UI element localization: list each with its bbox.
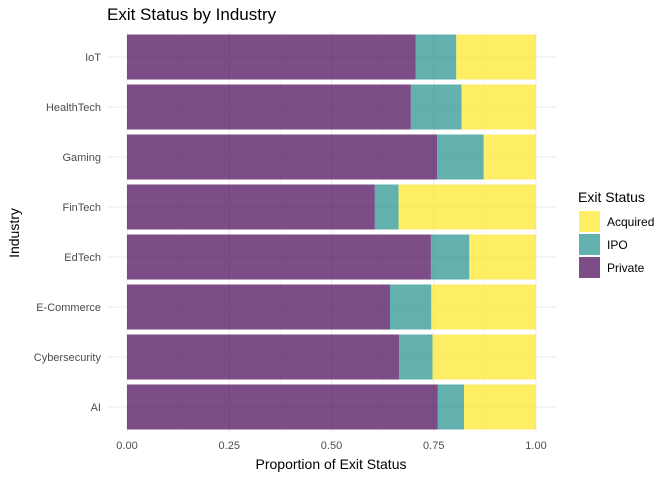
x-tick-label: 0.00 (116, 440, 137, 452)
bar-edtech-private (127, 234, 431, 280)
bar-e-commerce-acquired (431, 284, 536, 330)
bar-ai-private (127, 384, 438, 430)
bar-gaming-ipo (437, 134, 484, 180)
chart-title: Exit Status by Industry (107, 5, 277, 24)
y-tick-label: IoT (85, 52, 101, 64)
x-tick-label: 0.50 (321, 440, 342, 452)
bar-iot-acquired (456, 34, 536, 80)
bar-healthtech-private (127, 84, 411, 130)
y-tick-label: Cybersecurity (34, 352, 102, 364)
legend-label-private: Private (607, 261, 645, 275)
bars (127, 34, 536, 430)
legend-key-ipo (579, 234, 600, 255)
bar-healthtech-ipo (410, 84, 462, 130)
bar-edtech-acquired (469, 234, 536, 280)
legend-key-acquired (579, 211, 600, 232)
bar-healthtech-acquired (461, 84, 536, 130)
y-axis-label: Industry (6, 208, 22, 258)
x-axis-label: Proportion of Exit Status (256, 456, 407, 472)
bar-ai-ipo (437, 384, 465, 430)
x-tick-label: 1.00 (525, 440, 546, 452)
y-tick-label: EdTech (64, 252, 101, 264)
bar-cybersecurity-acquired (432, 334, 536, 380)
y-tick-label: Gaming (62, 152, 101, 164)
legend-label-acquired: Acquired (607, 215, 654, 229)
bar-gaming-acquired (483, 134, 536, 180)
bar-iot-private (127, 34, 416, 80)
bar-cybersecurity-private (127, 334, 399, 380)
bar-fintech-private (127, 184, 375, 230)
legend-label-ipo: IPO (607, 238, 628, 252)
y-tick-label: HealthTech (46, 102, 101, 114)
y-tick-label: AI (91, 402, 101, 414)
legend-key-private (579, 257, 600, 278)
bar-e-commerce-private (127, 284, 390, 330)
legend-title: Exit Status (578, 189, 645, 205)
bar-gaming-private (127, 134, 438, 180)
bar-edtech-ipo (430, 234, 470, 280)
x-tick-label: 0.75 (423, 440, 444, 452)
bar-fintech-ipo (374, 184, 399, 230)
bar-fintech-acquired (398, 184, 536, 230)
bar-iot-ipo (415, 34, 457, 80)
x-tick-label: 0.25 (219, 440, 240, 452)
bar-ai-acquired (464, 384, 536, 430)
y-tick-label: E-Commerce (36, 302, 101, 314)
legend: Exit Status Acquired IPO Private (578, 189, 654, 278)
y-tick-labels: AI Cybersecurity E-Commerce EdTech FinTech Ga… (34, 52, 102, 414)
x-tick-labels: 0.00 0.25 0.50 0.75 1.00 (116, 440, 546, 452)
bar-e-commerce-ipo (389, 284, 432, 330)
bar-cybersecurity-ipo (398, 334, 433, 380)
y-tick-label: FinTech (62, 202, 101, 214)
